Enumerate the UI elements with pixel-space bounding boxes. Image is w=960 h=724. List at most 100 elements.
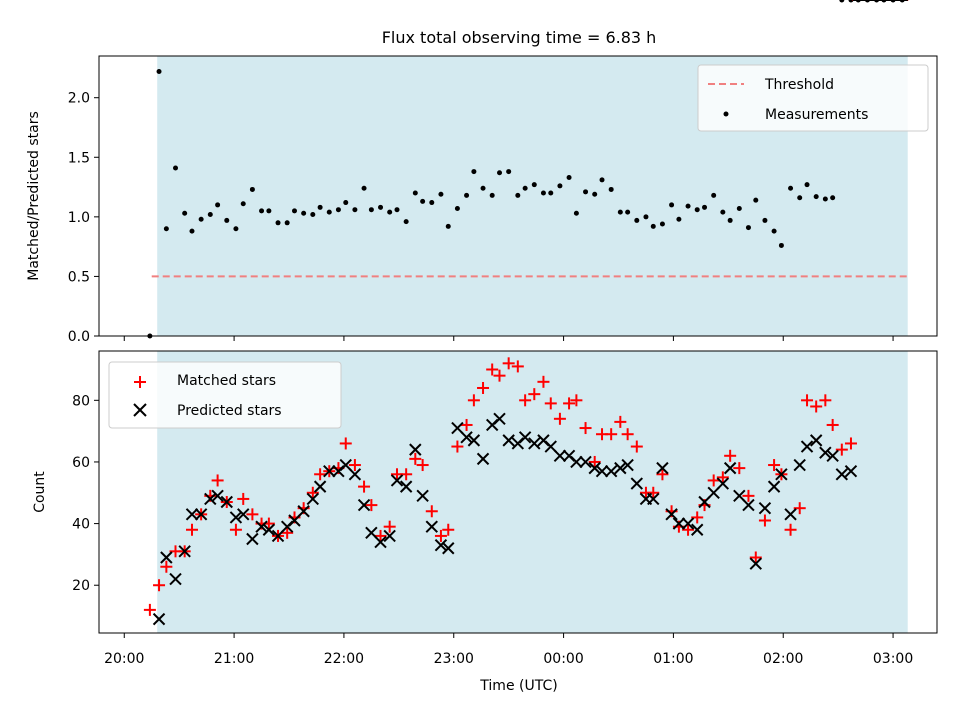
predicted-star-point: [169, 572, 182, 586]
bottom-y-axis: 20 40 60 80: [72, 393, 99, 594]
legend-measurements-swatch: [723, 111, 729, 117]
matched-star-point: [621, 428, 634, 441]
measurement-point: [378, 204, 384, 210]
measurement-point: [368, 207, 374, 213]
matched-star-point: [511, 360, 524, 373]
predicted-star-point: [767, 480, 781, 493]
top-y-axis-label: Matched/Predicted stars: [26, 111, 42, 281]
x-tick-label: 21:00: [214, 651, 254, 667]
predicted-star-point: [544, 440, 557, 453]
matched-star-point: [768, 459, 781, 472]
matched-star-point: [409, 452, 422, 465]
y-tick-label: 1.0: [68, 210, 90, 226]
matched-star-point: [467, 394, 480, 407]
measurement-point: [515, 192, 521, 198]
measurement-point: [643, 214, 649, 220]
measurement-point: [445, 223, 451, 229]
measurement-point: [394, 207, 400, 213]
predicted-star-point: [297, 505, 310, 518]
matched-star-point: [153, 579, 166, 592]
matched-star-point: [306, 486, 319, 499]
x-tick-label: 00:00: [543, 651, 583, 667]
predicted-star-point: [647, 492, 660, 506]
measurement-point: [634, 217, 640, 223]
measurement-point: [480, 185, 486, 191]
measurement-point: [573, 210, 579, 216]
matched-star-point: [826, 418, 839, 431]
measurement-point: [848, 0, 854, 3]
predicted-star-point: [365, 526, 378, 540]
predicted-star-point: [451, 421, 464, 435]
matched-star-point: [365, 499, 378, 512]
predicted-star-point: [416, 489, 429, 503]
predicted-star-point: [742, 498, 755, 512]
predicted-star-point: [690, 523, 704, 536]
x-tick-label: 03:00: [873, 651, 913, 667]
measurement-point: [711, 192, 717, 198]
predicted-star-point: [313, 480, 327, 493]
measurement-point: [813, 194, 819, 200]
measurement-point: [233, 226, 239, 232]
predicted-star-point: [630, 477, 644, 490]
measurement-point: [310, 211, 316, 217]
measurement-point: [326, 209, 332, 215]
x-tick-label: 20:00: [104, 651, 144, 667]
measurement-point: [804, 182, 810, 188]
measurement-point: [215, 202, 221, 208]
predicted-star-point: [588, 461, 601, 475]
top-legend-box: [697, 64, 929, 132]
legend-measurements-label: Measurements: [765, 107, 868, 123]
predicted-star-point: [194, 508, 208, 521]
predicted-star-point: [460, 431, 473, 444]
predicted-star-point: [185, 508, 199, 521]
measurement-point: [317, 204, 323, 210]
matched-star-point: [742, 489, 755, 502]
measurement-point: [207, 211, 213, 217]
measurement-point: [506, 169, 512, 175]
measurement-point: [531, 182, 537, 188]
predicted-star-point: [758, 501, 772, 515]
matched-star-point: [614, 415, 627, 428]
measurement-point: [156, 68, 162, 74]
legend-predicted-label: Predicted stars: [177, 403, 282, 419]
predicted-star-point: [262, 523, 276, 536]
matched-star-point: [502, 357, 515, 370]
predicted-star-point: [399, 480, 413, 493]
measurement-point: [676, 216, 682, 222]
matched-star-point: [801, 394, 814, 407]
predicted-star-point: [579, 455, 592, 469]
matched-star-point: [246, 508, 259, 521]
ratio-panel: Flux total observing time = 6.83 h 0.00.…: [26, 0, 938, 345]
predicted-star-point: [409, 443, 422, 456]
measurement-point: [182, 210, 188, 216]
x-tick-label: 22:00: [324, 651, 364, 667]
predicted-star-point: [357, 498, 371, 512]
measurement-point: [240, 201, 246, 207]
matched-star-point: [416, 459, 429, 472]
predicted-star-point: [604, 464, 618, 478]
matched-star-point: [691, 511, 704, 524]
matched-star-point: [374, 529, 387, 542]
predicted-star-point: [374, 535, 387, 549]
matched-star-point: [477, 381, 490, 394]
matched-star-point: [519, 394, 532, 407]
measurement-point: [702, 204, 708, 210]
predicted-star-point: [775, 468, 788, 481]
predicted-star-point: [152, 612, 166, 626]
predicted-star-point: [656, 461, 669, 475]
predicted-star-point: [502, 434, 515, 447]
predicted-star-point: [390, 474, 404, 487]
predicted-star-point: [160, 551, 173, 564]
matched-star-point: [716, 471, 729, 484]
matched-star-point: [442, 523, 455, 536]
measurement-point: [592, 191, 598, 197]
predicted-star-point: [672, 517, 686, 530]
predicted-star-point: [681, 517, 695, 530]
matched-star-point: [528, 388, 541, 401]
legend-matched-swatch: [134, 376, 146, 388]
predicted-star-point: [220, 495, 233, 509]
matched-star-point: [358, 480, 371, 493]
top-legend: Threshold Measurements: [697, 64, 929, 132]
measurement-point: [301, 210, 307, 216]
